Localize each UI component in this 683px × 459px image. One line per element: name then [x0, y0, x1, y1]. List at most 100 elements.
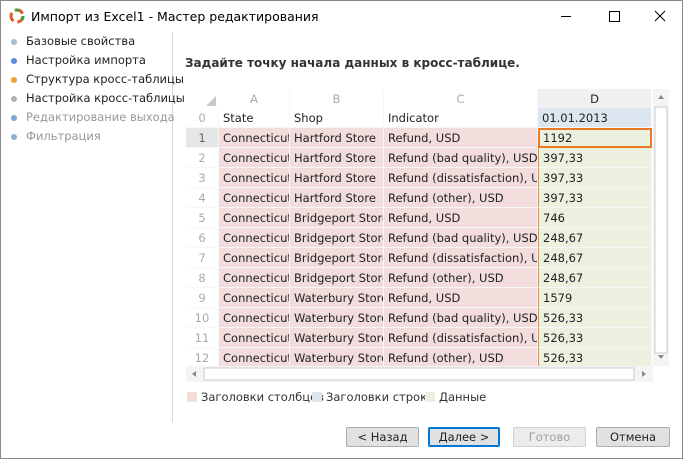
table-cell[interactable]: 397,33	[538, 168, 652, 188]
table-cell[interactable]: Connecticut	[219, 128, 290, 148]
table-cell[interactable]: 248,67	[538, 228, 652, 248]
table-cell[interactable]: 746	[538, 208, 652, 228]
legend-label: Данные	[439, 390, 487, 404]
step-dot	[11, 77, 17, 83]
table-cell[interactable]: Refund (dissatisfaction), USD	[384, 168, 538, 188]
table-cell[interactable]: 248,67	[538, 248, 652, 268]
row-number[interactable]: 2	[186, 148, 219, 168]
row-number[interactable]: 7	[186, 248, 219, 268]
table-cell[interactable]: 1579	[538, 288, 652, 308]
step[interactable]: Базовые свойства	[26, 34, 136, 48]
row-number[interactable]: 6	[186, 228, 219, 248]
table-cell[interactable]: Hartford Store	[290, 188, 384, 208]
table-cell[interactable]: 248,67	[538, 268, 652, 288]
step[interactable]: Настройка импорта	[26, 53, 146, 67]
table-cell[interactable]: Bridgeport Store	[290, 248, 384, 268]
legend-label: Заголовки строк	[326, 390, 428, 404]
table-cell[interactable]: Refund (bad quality), USD	[384, 308, 538, 328]
table-cell[interactable]: Waterbury Store	[290, 288, 384, 308]
window-controls[interactable]	[551, 1, 682, 32]
table-cell[interactable]: Waterbury Store	[290, 348, 384, 366]
table-cell[interactable]: Hartford Store	[290, 148, 384, 168]
row-number[interactable]: 1	[186, 128, 219, 148]
row-number[interactable]: 9	[186, 288, 219, 308]
table-cell[interactable]: Refund (dissatisfaction), USD	[384, 328, 538, 348]
column-header[interactable]: C	[384, 89, 538, 109]
row-number[interactable]: 8	[186, 268, 219, 288]
cancel-button[interactable]: Отмена	[596, 427, 670, 447]
table-cell[interactable]: Refund, USD	[384, 128, 538, 148]
table-cell[interactable]: Refund (other), USD	[384, 268, 538, 288]
table-cell[interactable]: 01.01.2013	[538, 108, 652, 128]
table-cell[interactable]: Refund (dissatisfaction), USD	[384, 248, 538, 268]
table-cell[interactable]: Refund (other), USD	[384, 188, 538, 208]
app-icon	[9, 8, 25, 24]
legend-swatch	[187, 392, 197, 402]
row-number[interactable]: 5	[186, 208, 219, 228]
heading: Задайте точку начала данных в кросс-табл…	[185, 56, 520, 70]
table-cell[interactable]: Connecticut	[219, 228, 290, 248]
corner-marker	[206, 96, 216, 106]
title-bar: Импорт из Excel1 - Мастер редактирования	[1, 1, 682, 32]
table-cell[interactable]: Connecticut	[219, 308, 290, 328]
steps-panel: Базовые свойства Настройка импорта Струк…	[1, 32, 185, 422]
table-cell[interactable]: State	[219, 108, 290, 128]
table-cell[interactable]: Bridgeport Store	[290, 208, 384, 228]
vertical-scrollbar[interactable]	[653, 89, 669, 366]
table-cell[interactable]: Connecticut	[219, 208, 290, 228]
back-button[interactable]: < Назад	[346, 427, 419, 447]
row-number[interactable]: 11	[186, 328, 219, 348]
table-cell[interactable]: Shop	[290, 108, 384, 128]
table-cell[interactable]: Waterbury Store	[290, 308, 384, 328]
window-title: Импорт из Excel1 - Мастер редактирования	[31, 9, 319, 24]
step: Фильтрация	[26, 129, 101, 143]
legend-label: Заголовки столбцов	[201, 390, 324, 404]
table-cell[interactable]: 397,33	[538, 188, 652, 208]
step-dot	[11, 39, 17, 45]
table-cell[interactable]: Connecticut	[219, 348, 290, 366]
table-cell[interactable]: Connecticut	[219, 268, 290, 288]
table-cell[interactable]: Refund (bad quality), USD	[384, 148, 538, 168]
table-cell[interactable]: Connecticut	[219, 148, 290, 168]
row-number[interactable]: 4	[186, 188, 219, 208]
column-header[interactable]: B	[290, 89, 384, 109]
row-number[interactable]: 3	[186, 168, 219, 188]
table-cell[interactable]: 526,33	[538, 328, 652, 348]
table-cell[interactable]: 526,33	[538, 348, 652, 366]
cross-table-grid[interactable]: A B C D 0 State Shop Indicator 01.01.2013 1 Connec…	[186, 89, 653, 366]
step-dot	[11, 134, 17, 140]
next-button[interactable]: Далее >	[428, 427, 500, 447]
table-cell[interactable]: Connecticut	[219, 328, 290, 348]
row-number[interactable]: 10	[186, 308, 219, 328]
table-cell[interactable]: Refund (other), USD	[384, 348, 538, 366]
table-cell[interactable]: Connecticut	[219, 188, 290, 208]
table-cell[interactable]: Indicator	[384, 108, 538, 128]
table-cell[interactable]: Refund, USD	[384, 208, 538, 228]
table-cell[interactable]: Refund, USD	[384, 288, 538, 308]
row-number[interactable]: 0	[186, 108, 219, 128]
step[interactable]: Настройка кросс-таблицы	[26, 91, 185, 105]
step: Редактирование выхода	[26, 110, 175, 124]
table-cell[interactable]: Waterbury Store	[290, 328, 384, 348]
table-cell[interactable]: Refund (bad quality), USD	[384, 228, 538, 248]
step[interactable]: Структура кросс-таблицы	[26, 72, 184, 86]
table-cell[interactable]: Connecticut	[219, 288, 290, 308]
table-cell[interactable]: Hartford Store	[290, 168, 384, 188]
table-cell[interactable]: Bridgeport Store	[290, 228, 384, 248]
legend-swatch	[425, 392, 435, 402]
column-header[interactable]: A	[219, 89, 290, 109]
table-cell[interactable]: Hartford Store	[290, 128, 384, 148]
column-header[interactable]: D	[538, 89, 652, 109]
step-dot	[11, 96, 17, 102]
table-cell[interactable]: Connecticut	[219, 168, 290, 188]
horizontal-scrollbar[interactable]	[186, 366, 653, 382]
step-dot	[11, 58, 17, 64]
row-number[interactable]: 12	[186, 348, 219, 366]
table-cell[interactable]: 1192	[538, 128, 652, 148]
table-cell[interactable]: 526,33	[538, 308, 652, 328]
table-cell[interactable]: Connecticut	[219, 248, 290, 268]
table-cell[interactable]: 397,33	[538, 148, 652, 168]
legend-swatch	[312, 392, 322, 402]
table-cell[interactable]: Bridgeport Store	[290, 268, 384, 288]
